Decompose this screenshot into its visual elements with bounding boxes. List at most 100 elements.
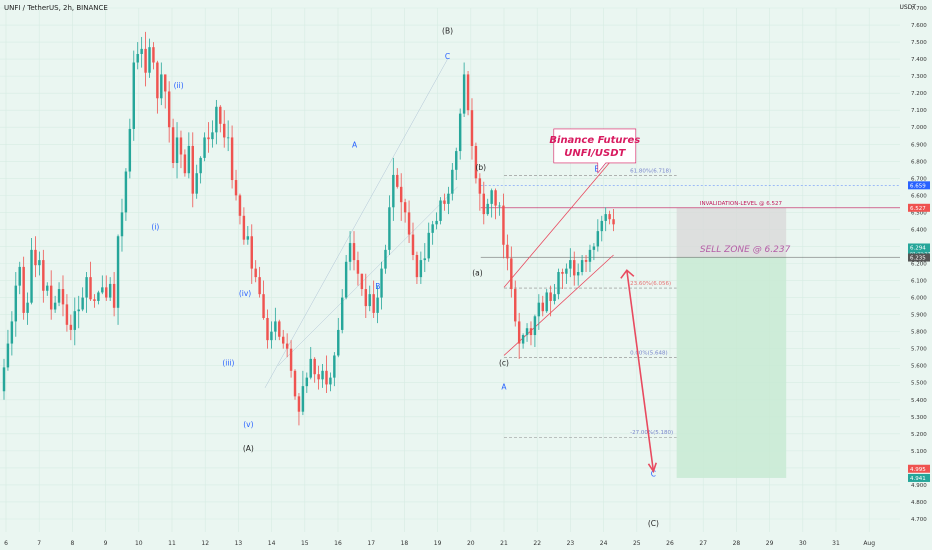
candle-body bbox=[81, 297, 84, 310]
fib-label: -27.00%(5.180) bbox=[630, 430, 673, 436]
candle-body bbox=[89, 277, 92, 300]
candle-body bbox=[101, 287, 104, 293]
wave-trendline bbox=[264, 58, 448, 388]
stop-zone bbox=[676, 207, 787, 258]
candle-body bbox=[502, 205, 505, 245]
wave-label: (b) bbox=[475, 163, 486, 172]
candle-body bbox=[270, 331, 273, 341]
y-tick-label: 5.500 bbox=[911, 381, 927, 387]
candle-body bbox=[419, 260, 423, 278]
candle-body bbox=[152, 47, 155, 63]
y-tick-label: 7.100 bbox=[911, 108, 927, 114]
candle-body bbox=[537, 302, 541, 317]
y-tick-label: 7.000 bbox=[911, 125, 927, 131]
wave-label: A bbox=[352, 141, 358, 150]
candle-body bbox=[388, 207, 391, 250]
wave-label: (iv) bbox=[239, 289, 251, 298]
y-tick-label: 7.200 bbox=[911, 91, 927, 97]
candle-body bbox=[144, 48, 147, 73]
wave-label: (B) bbox=[442, 27, 453, 36]
candle-body bbox=[368, 294, 371, 307]
candle-body bbox=[415, 254, 419, 278]
invalidation-label: INVALIDATION-LEVEL @ 6.527 bbox=[700, 201, 783, 207]
candle-body bbox=[494, 190, 497, 206]
candle-body bbox=[506, 244, 509, 259]
candle-body bbox=[85, 277, 88, 298]
candle-body bbox=[61, 289, 65, 305]
candle-body bbox=[573, 260, 576, 276]
candle-body bbox=[289, 348, 293, 371]
candle-body bbox=[325, 370, 328, 385]
candle-body bbox=[517, 321, 521, 344]
callout-line1: Binance Futures bbox=[549, 135, 640, 146]
candle-body bbox=[223, 123, 226, 138]
price-badge-label: 4.941 bbox=[910, 476, 926, 482]
callout-bubble bbox=[553, 128, 637, 174]
candle-body bbox=[498, 205, 501, 207]
x-tick-label: 15 bbox=[301, 540, 309, 547]
y-tick-label: 6.600 bbox=[911, 193, 927, 199]
candle-body bbox=[399, 186, 403, 203]
candle-body bbox=[344, 261, 348, 298]
candle-body bbox=[18, 266, 21, 286]
wave-label: (C) bbox=[648, 519, 659, 528]
candle-body bbox=[584, 260, 588, 262]
candle-body bbox=[380, 268, 383, 298]
x-tick-label: 25 bbox=[633, 540, 641, 547]
y-tick-label: 5.600 bbox=[911, 364, 927, 370]
candle-body bbox=[10, 321, 14, 344]
y-tick-label: 6.400 bbox=[911, 227, 927, 233]
price-badge-label: 6.659 bbox=[910, 183, 926, 189]
candle-body bbox=[431, 224, 434, 233]
candle-body bbox=[411, 234, 415, 255]
fib-label: 61.80%(6.718) bbox=[630, 168, 671, 174]
x-tick-label: 9 bbox=[104, 540, 108, 547]
arrow-head-up bbox=[620, 269, 635, 279]
wave-label: B bbox=[594, 165, 599, 174]
candle-body bbox=[124, 171, 128, 213]
candle-body bbox=[238, 195, 242, 216]
candle-body bbox=[167, 91, 171, 128]
candle-body bbox=[333, 355, 336, 378]
candle-body bbox=[466, 74, 470, 111]
candle-body bbox=[392, 174, 395, 208]
candle-body bbox=[246, 236, 250, 240]
candle-body bbox=[285, 343, 289, 349]
x-tick-label: 26 bbox=[666, 540, 674, 547]
candle-body bbox=[183, 154, 187, 174]
candle-body bbox=[49, 285, 53, 310]
callout-line2: UNFI/USDT bbox=[564, 148, 626, 159]
price-unit: USDT bbox=[899, 4, 917, 11]
time-axis-bg bbox=[0, 535, 932, 550]
candle-body bbox=[136, 53, 139, 63]
price-badge-label: 6.235 bbox=[910, 256, 926, 262]
arrow-head-down bbox=[647, 462, 657, 474]
candle-body bbox=[148, 47, 151, 73]
wave-label: C bbox=[651, 469, 656, 478]
candle-body bbox=[565, 268, 568, 274]
x-tick-label: 16 bbox=[334, 540, 342, 547]
candle-body bbox=[34, 249, 37, 266]
candle-body bbox=[439, 200, 442, 221]
candle-body bbox=[14, 285, 18, 322]
x-tick-label: 24 bbox=[600, 540, 608, 547]
candle-body bbox=[588, 249, 592, 262]
y-tick-label: 4.800 bbox=[911, 500, 927, 506]
sell-zone-label: SELL ZONE @ 6.237 bbox=[700, 245, 791, 255]
y-tick-label: 5.200 bbox=[911, 432, 927, 438]
candle-body bbox=[297, 396, 301, 412]
wave-label: (a) bbox=[472, 268, 483, 277]
y-tick-label: 7.600 bbox=[911, 23, 927, 29]
price-badge bbox=[908, 473, 930, 482]
candle-body bbox=[317, 374, 320, 380]
y-tick-label: 6.800 bbox=[911, 159, 927, 165]
x-tick-label: 19 bbox=[434, 540, 442, 547]
x-tick-label: 30 bbox=[799, 540, 807, 547]
candle-body bbox=[128, 128, 132, 172]
price-axis-bg bbox=[900, 0, 932, 550]
fib-label: 0.00%(5.648) bbox=[630, 351, 668, 357]
x-tick-label: Aug bbox=[863, 540, 875, 547]
y-tick-label: 5.400 bbox=[911, 398, 927, 404]
